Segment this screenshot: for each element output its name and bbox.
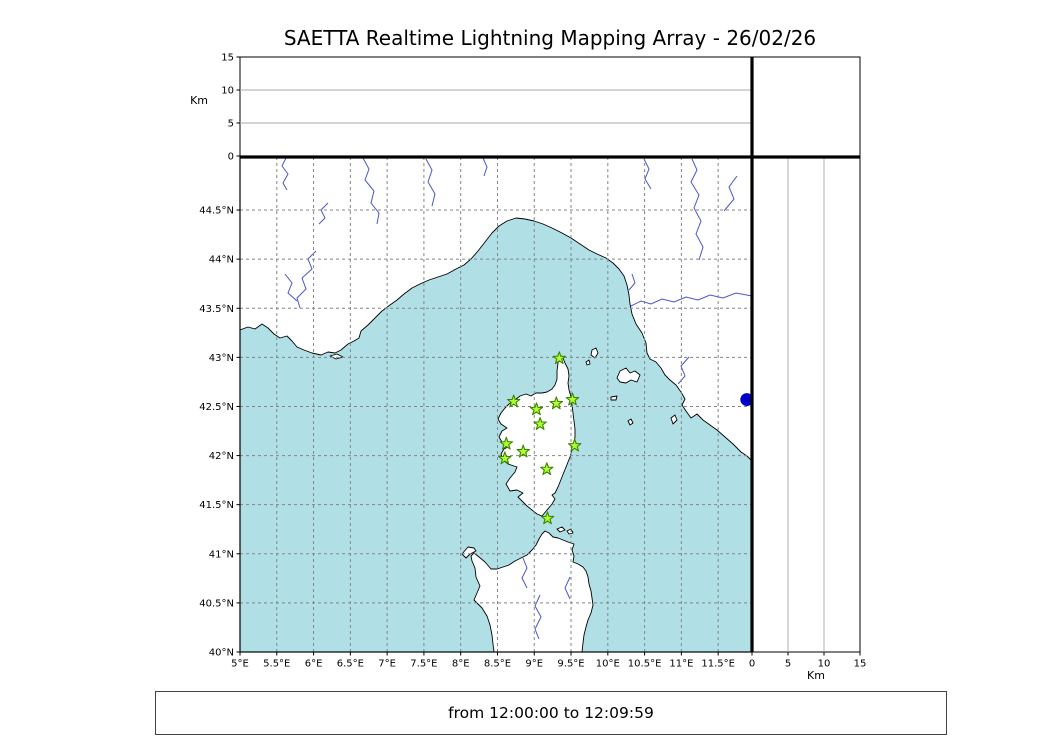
station-marker xyxy=(565,392,580,406)
station-marker xyxy=(549,396,564,410)
altitude-right-gridlines xyxy=(787,157,825,652)
lon-tick-label: 5°E xyxy=(231,659,249,670)
lat-tick-label: 41°N xyxy=(209,549,234,560)
station-marker xyxy=(516,444,530,458)
map-panel xyxy=(240,157,752,652)
frame-line-horizontal xyxy=(240,155,860,159)
coastline-corsica xyxy=(497,354,576,517)
lat-tick-label: 40.5°N xyxy=(199,598,234,609)
map-markers xyxy=(498,351,752,525)
km-tick-label: 5 xyxy=(228,119,234,130)
axis-labels: Km Km 5°E 5.5°E 6°E 6.5°E 7°E 7.5°E 8°E 8.5°E 9°… xyxy=(190,53,866,683)
km-tick-label: 0 xyxy=(749,659,755,670)
lon-tick-label: 10.5°E xyxy=(628,659,662,670)
station-marker xyxy=(506,394,521,408)
altitude-panel-right xyxy=(751,156,861,653)
lon-tick-label: 10°E xyxy=(596,659,620,670)
lon-tick-label: 11°E xyxy=(669,659,693,670)
status-text: from 12:00:00 to 12:09:59 xyxy=(448,704,654,722)
page-title: SAETTA Realtime Lightning Mapping Array … xyxy=(283,26,817,50)
altitude-top-gridlines xyxy=(240,89,752,124)
km-tick-label: 10 xyxy=(818,659,831,670)
lon-tick-label: 7.5°E xyxy=(410,659,437,670)
station-marker xyxy=(529,402,544,416)
km-tick-label: 5 xyxy=(785,659,791,670)
station-marker xyxy=(552,351,566,365)
coastline-sardinia xyxy=(470,530,594,652)
lat-tick-label: 42°N xyxy=(209,451,234,462)
km-tick-label: 15 xyxy=(221,53,234,64)
lat-tick-label: 43°N xyxy=(209,353,234,364)
station-marker xyxy=(540,462,554,476)
lat-tick-label: 40°N xyxy=(209,648,234,659)
km-axis-label-right: Km xyxy=(807,669,825,682)
lon-tick-label: 9°E xyxy=(525,659,543,670)
lon-tick-label: 6.5°E xyxy=(337,659,364,670)
station-marker xyxy=(499,436,514,450)
lat-tick-label: 42.5°N xyxy=(199,402,234,413)
lat-tick-label: 41.5°N xyxy=(199,500,234,511)
lightning-event-marker xyxy=(740,393,752,407)
lon-tick-label: 6°E xyxy=(305,659,323,670)
lat-tick-label: 44°N xyxy=(209,255,234,266)
lon-tick-label: 11.5°E xyxy=(701,659,735,670)
coastline-mainland xyxy=(240,157,752,462)
map-gridlines xyxy=(240,157,752,652)
altitude-panel-top xyxy=(239,56,753,157)
lat-tick-label: 43.5°N xyxy=(199,304,234,315)
station-marker xyxy=(533,417,547,430)
lon-tick-label: 5.5°E xyxy=(263,659,290,670)
km-tick-label: 15 xyxy=(854,659,867,670)
lat-tick-label: 44.5°N xyxy=(199,206,234,217)
km-axis-label-top: Km xyxy=(190,94,208,107)
lon-tick-label: 8°E xyxy=(452,659,470,670)
frame-line-vertical xyxy=(750,57,754,652)
km-tick-label: 0 xyxy=(228,152,234,163)
lon-tick-label: 9.5°E xyxy=(557,659,584,670)
corner-panel xyxy=(751,56,861,157)
station-marker xyxy=(498,451,512,465)
station-marker xyxy=(540,511,555,525)
lon-tick-label: 7°E xyxy=(378,659,396,670)
station-marker xyxy=(567,438,582,452)
status-bar: from 12:00:00 to 12:09:59 xyxy=(155,691,947,735)
km-tick-label: 10 xyxy=(221,86,234,97)
lon-tick-label: 8.5°E xyxy=(484,659,511,670)
